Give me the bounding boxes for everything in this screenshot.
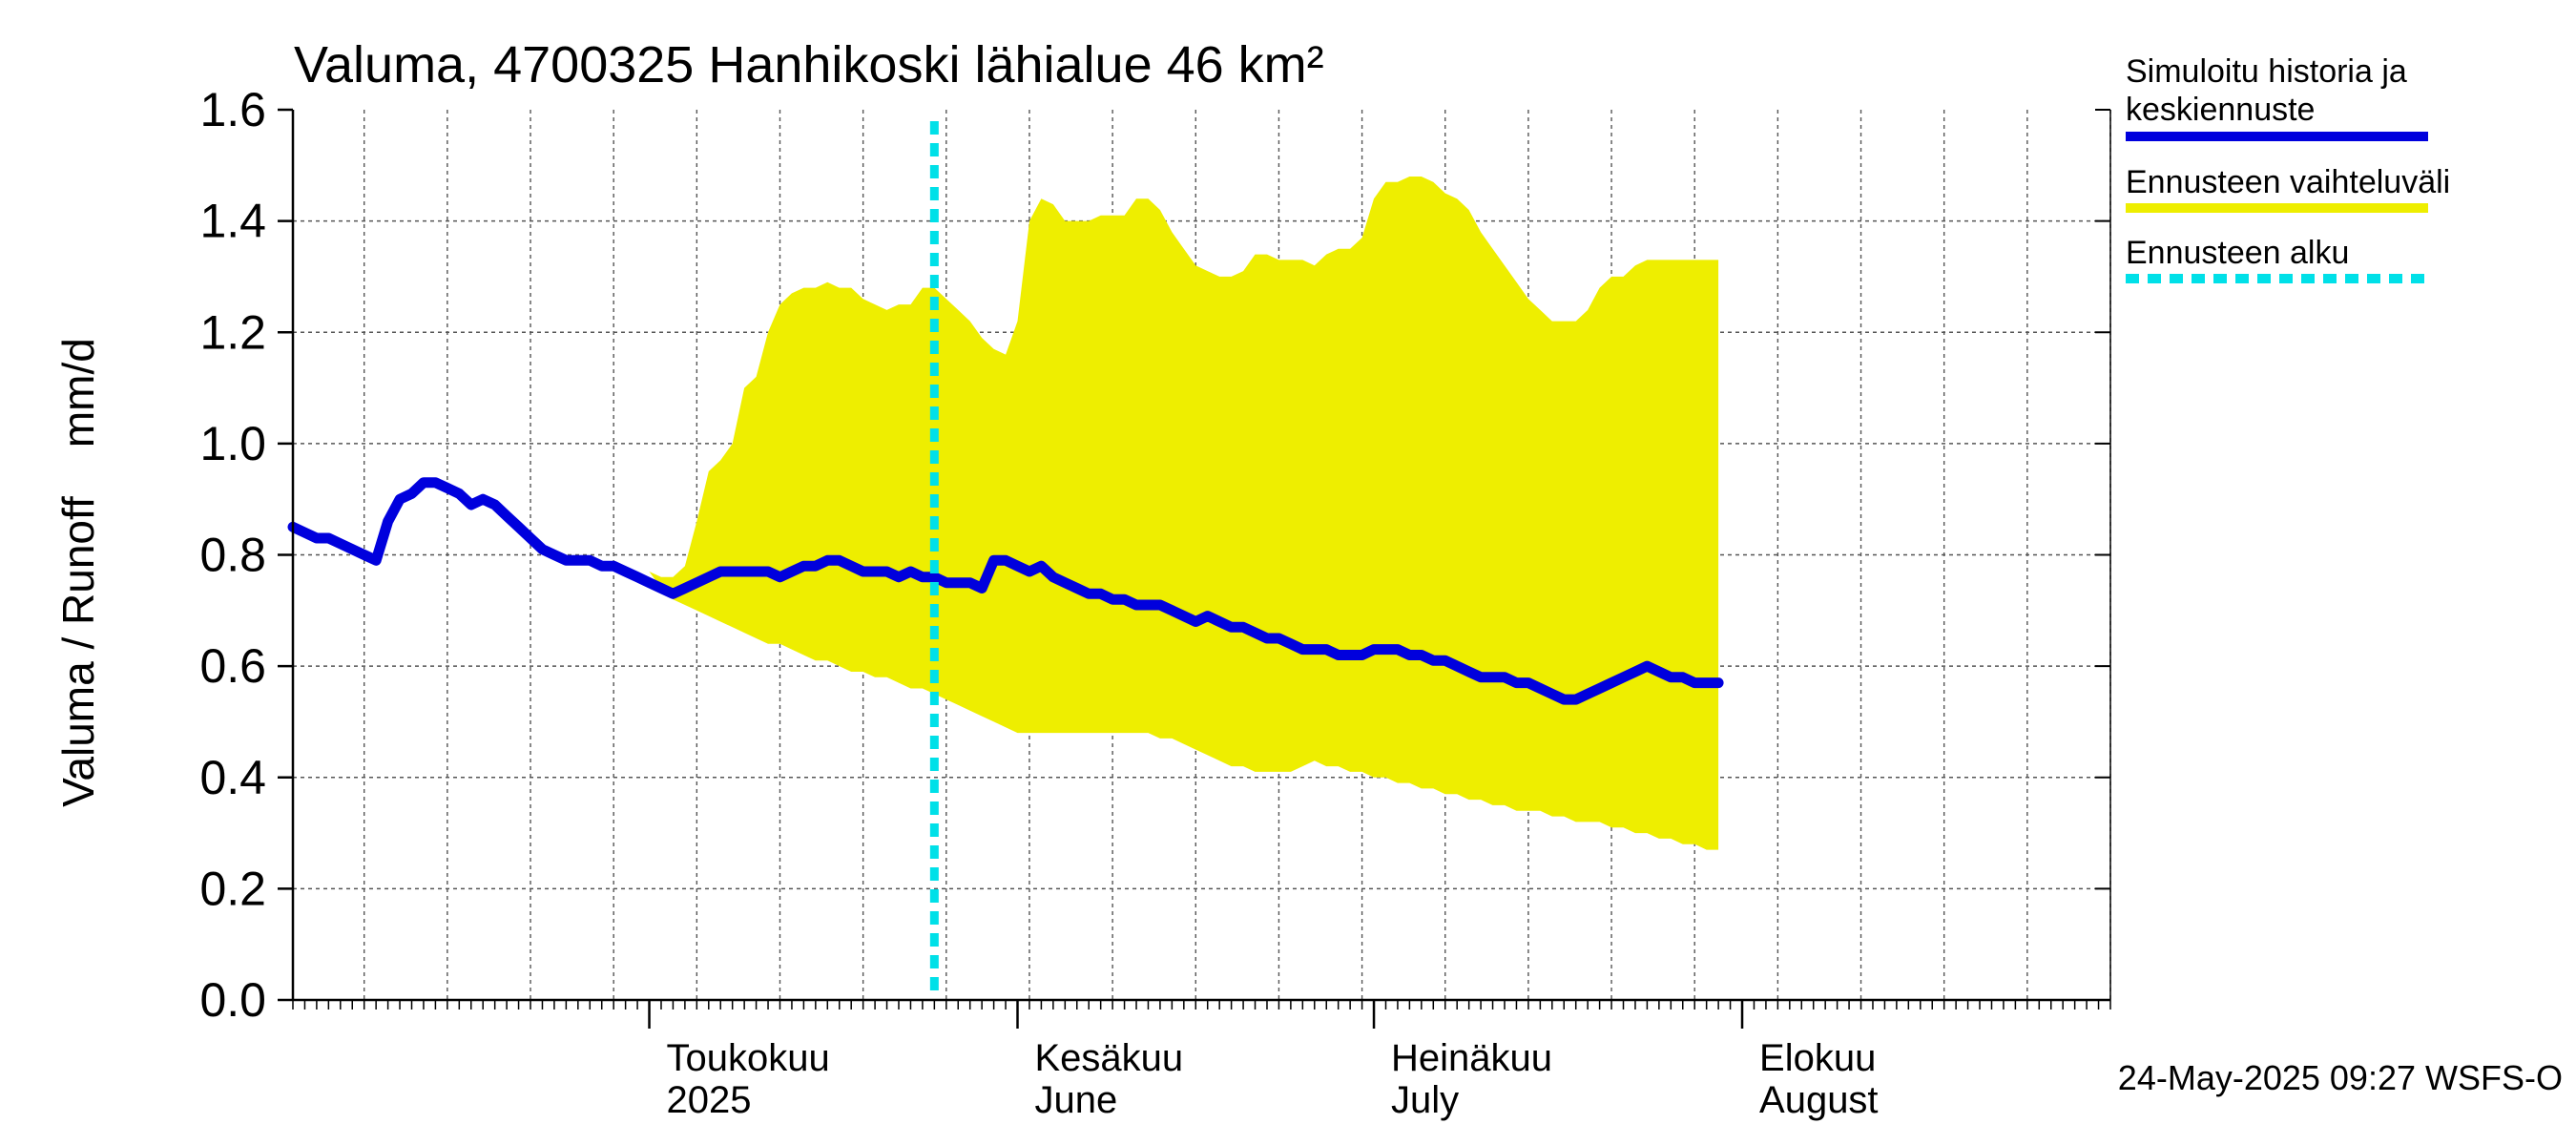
- y-tick-label: 1.4: [199, 195, 266, 248]
- median-forecast-line: [287, 477, 1724, 705]
- month-label-fi: Toukokuu: [667, 1037, 830, 1079]
- y-tick-label: 1.0: [199, 417, 266, 470]
- legend-label: Ennusteen vaihteluväli: [2126, 164, 2450, 200]
- median-line-layer: [287, 477, 1724, 705]
- legend-label: Simuloitu historia ja: [2126, 53, 2407, 90]
- y-tick-label: 0.2: [199, 862, 266, 915]
- y-tick-label: 0.4: [199, 751, 266, 804]
- y-tick-label: 1.6: [199, 83, 266, 136]
- chart-title: Valuma, 4700325 Hanhikoski lähialue 46 k…: [294, 36, 1324, 94]
- axes: [278, 108, 2111, 1029]
- month-label-en: 2025: [667, 1079, 752, 1121]
- forecast-band-layer: [649, 177, 1719, 850]
- month-label-fi: Kesäkuu: [1035, 1037, 1184, 1079]
- month-label-en: July: [1391, 1079, 1459, 1121]
- y-tick-label: 0.8: [199, 529, 266, 582]
- legend-label-line2: keskiennuste: [2126, 92, 2315, 128]
- month-label-fi: Heinäkuu: [1391, 1037, 1552, 1079]
- month-label-fi: Elokuu: [1759, 1037, 1876, 1079]
- y-tick-label: 0.6: [199, 639, 266, 693]
- y-tick-labels: 0.0 0.2 0.4 0.6 0.8 1.0 1.2 1.4 1.6: [199, 83, 266, 1027]
- month-label-en: August: [1759, 1079, 1879, 1121]
- footer-timestamp: 24-May-2025 09:27 WSFS-O: [2118, 1058, 2563, 1097]
- legend-label: Ennusteen alku: [2126, 235, 2349, 271]
- forecast-range-band: [649, 177, 1719, 850]
- y-tick-label: 1.2: [199, 305, 266, 359]
- y-axis-label: Valuma / Runoff mm/d: [53, 338, 103, 807]
- y-tick-label: 0.0: [199, 973, 266, 1027]
- month-label-en: June: [1035, 1079, 1118, 1121]
